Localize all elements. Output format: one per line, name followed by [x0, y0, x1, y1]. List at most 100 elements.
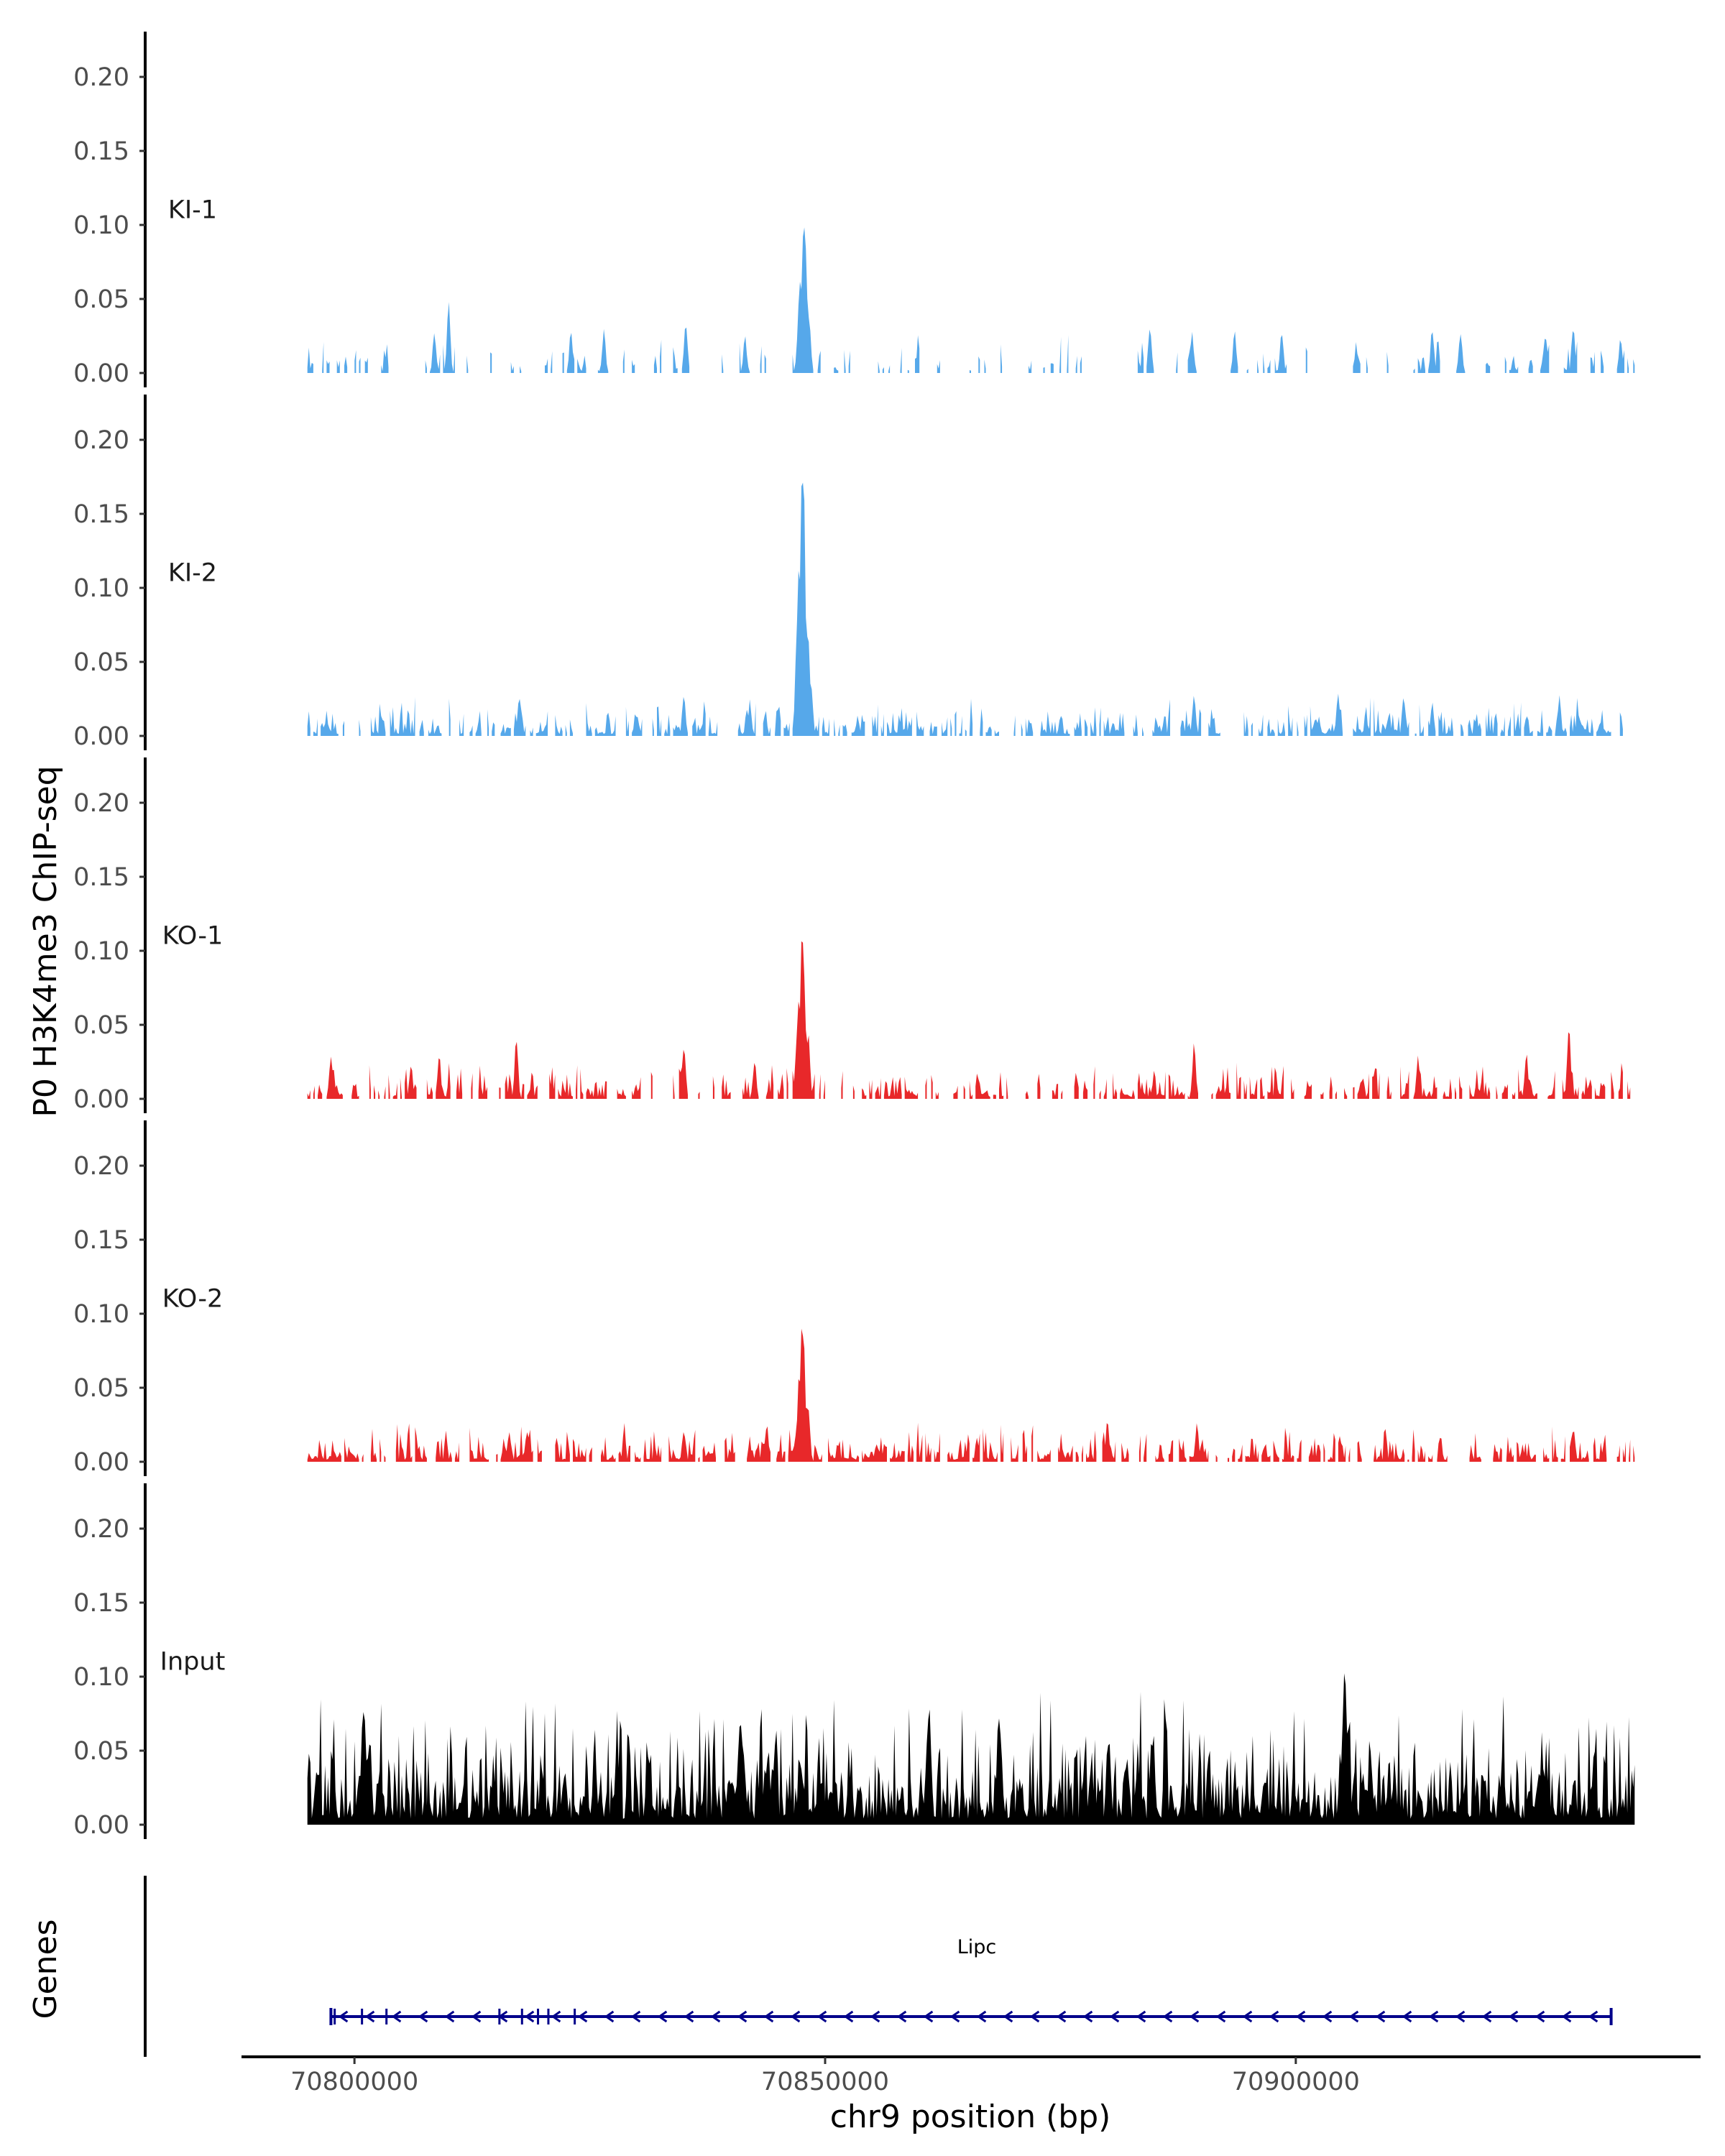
strand-arrow — [1428, 2010, 1439, 2023]
strand-arrow — [710, 2010, 721, 2023]
y-tick-label: 0.00 — [73, 359, 129, 388]
strand-arrow — [816, 2010, 827, 2023]
strand-arrow — [1136, 2010, 1146, 2023]
strand-arrow — [551, 2010, 561, 2023]
y-tick-label: 0.05 — [73, 285, 129, 314]
y-axis-title: P0 H3K4me3 ChIP-seq — [27, 765, 64, 1117]
y-tick-label: 0.15 — [73, 1226, 129, 1255]
strand-arrow — [763, 2010, 774, 2023]
strand-arrow — [1402, 2010, 1412, 2023]
strand-arrow — [1189, 2010, 1200, 2023]
strand-arrow — [896, 2010, 907, 2023]
y-tick-label: 0.05 — [73, 1374, 129, 1403]
strand-arrow — [1508, 2010, 1519, 2023]
strand-arrow — [444, 2010, 455, 2023]
y-tick-label: 0.15 — [73, 500, 129, 529]
signal-tracks: 0.00 0.05 0.10 0.15 0.20 KI-1 0.00 0.05 0.10 0.15… — [73, 32, 1635, 1840]
strand-arrow — [1109, 2010, 1120, 2023]
y-tick-label: 0.10 — [73, 211, 129, 240]
y-tick-label: 0.00 — [73, 1448, 129, 1477]
y-tick-label: 0.20 — [73, 63, 129, 92]
strand-arrow — [976, 2010, 987, 2023]
signal-area — [307, 482, 1623, 736]
y-tick-label: 0.10 — [73, 1300, 129, 1329]
track-input: 0.00 0.05 0.10 0.15 0.20 Input — [73, 1483, 1635, 1840]
strand-arrow — [923, 2010, 934, 2023]
y-tick-label: 0.00 — [73, 1811, 129, 1840]
signal-area — [307, 227, 1635, 373]
track-ki-2: 0.00 0.05 0.10 0.15 0.20 KI-2 — [73, 395, 1623, 751]
strand-arrow — [1348, 2010, 1359, 2023]
y-tick-label: 0.20 — [73, 789, 129, 818]
x-axis: chr9 position (bp) 70800000 70850000 70900… — [242, 2055, 1701, 2135]
y-tick-label: 0.05 — [73, 1737, 129, 1766]
track-ki-1: 0.00 0.05 0.10 0.15 0.20 KI-1 — [73, 32, 1635, 388]
strand-arrow — [1561, 2010, 1572, 2023]
strand-arrow — [870, 2010, 880, 2023]
strand-arrow — [1029, 2010, 1040, 2023]
strand-arrow — [1242, 2010, 1253, 2023]
strand-arrow — [1535, 2010, 1545, 2023]
strand-arrow — [1295, 2010, 1306, 2023]
strand-arrow — [949, 2010, 960, 2023]
y-tick-label: 0.10 — [73, 574, 129, 603]
track-name-label: KI-1 — [168, 196, 217, 225]
strand-arrow — [1375, 2010, 1386, 2023]
strand-arrow — [684, 2010, 694, 2023]
track-ko-1: 0.00 0.05 0.10 0.15 0.20 KO-1 — [73, 757, 1635, 1114]
strand-arrow — [604, 2010, 615, 2023]
y-tick-label: 0.20 — [73, 426, 129, 455]
y-tick-label: 0.10 — [73, 937, 129, 966]
gene-lipc: Lipc — [329, 1936, 1613, 2025]
signal-area — [307, 941, 1635, 1099]
y-tick-label: 0.15 — [73, 137, 129, 166]
y-tick-label: 0.05 — [73, 648, 129, 677]
y-tick-label: 0.05 — [73, 1011, 129, 1040]
x-axis-title: chr9 position (bp) — [830, 2099, 1111, 2135]
strand-arrow — [364, 2010, 375, 2023]
strand-arrow — [1481, 2010, 1492, 2023]
strand-arrow — [1322, 2010, 1333, 2023]
strand-arrow — [418, 2010, 428, 2023]
track-name-label: Input — [160, 1648, 226, 1677]
y-tick-label: 0.15 — [73, 863, 129, 892]
strand-arrow — [497, 2010, 508, 2023]
strand-arrow — [790, 2010, 801, 2023]
signal-area — [307, 1328, 1635, 1462]
y-tick-label: 0.00 — [73, 1085, 129, 1114]
track-ko-2: 0.00 0.05 0.10 0.15 0.20 KO-2 — [73, 1120, 1635, 1477]
strand-arrow — [471, 2010, 482, 2023]
y-tick-label: 0.00 — [73, 722, 129, 751]
track-name-label: KO-2 — [162, 1285, 223, 1314]
genes-panel: Genes Lipc — [27, 1876, 1613, 2057]
y-tick-label: 0.15 — [73, 1589, 129, 1618]
x-tick-label: 70900000 — [1232, 2068, 1360, 2096]
strand-arrow — [391, 2010, 402, 2023]
x-tick-label: 70800000 — [290, 2068, 418, 2096]
strand-arrow — [1162, 2010, 1173, 2023]
strand-arrow — [1003, 2010, 1013, 2023]
track-name-label: KI-2 — [168, 559, 217, 588]
strand-arrow — [524, 2010, 535, 2023]
x-tick-label: 70850000 — [761, 2068, 889, 2096]
y-tick-label: 0.20 — [73, 1152, 129, 1181]
signal-area — [307, 1673, 1635, 1825]
strand-arrow — [1269, 2010, 1279, 2023]
strand-arrow — [630, 2010, 641, 2023]
y-tick-label: 0.10 — [73, 1663, 129, 1692]
gene-name-label: Lipc — [957, 1936, 997, 1958]
strand-arrow — [1056, 2010, 1067, 2023]
track-name-label: KO-1 — [162, 922, 223, 951]
strand-arrow — [1455, 2010, 1466, 2023]
y-tick-label: 0.20 — [73, 1515, 129, 1544]
strand-arrow — [1215, 2010, 1226, 2023]
strand-arrow — [577, 2010, 588, 2023]
genes-panel-title: Genes — [27, 1919, 64, 2019]
strand-arrow — [338, 2010, 349, 2023]
strand-arrow — [737, 2010, 748, 2023]
strand-arrow — [1588, 2010, 1598, 2023]
strand-arrow — [657, 2010, 668, 2023]
strand-arrow — [1082, 2010, 1093, 2023]
strand-arrow — [843, 2010, 854, 2023]
